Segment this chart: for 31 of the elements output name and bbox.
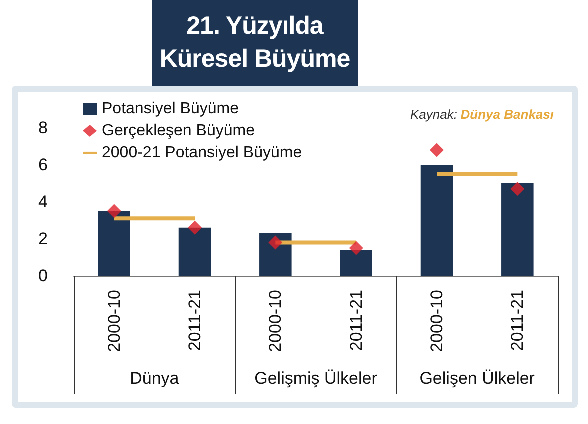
bar	[98, 211, 130, 276]
x-tick-label: 2011-21	[508, 290, 528, 352]
x-tick-label: 2000-10	[428, 290, 446, 352]
x-tick-label: 2011-21	[346, 290, 366, 352]
point	[510, 182, 525, 196]
point	[268, 236, 283, 250]
bar	[178, 228, 212, 276]
y-tick-label: 2	[38, 230, 48, 248]
bar	[420, 165, 454, 276]
legend-label: 2000-21 Potansiyel Büyüme	[102, 144, 302, 162]
point	[349, 241, 364, 256]
point	[430, 143, 444, 158]
y-tick-label: 4	[38, 192, 48, 212]
text: Gelişmiş Ülkeler	[254, 369, 378, 388]
bar	[502, 184, 534, 276]
text: Dünya	[130, 369, 180, 388]
point	[188, 220, 202, 235]
text: Gelişen Ülkeler	[420, 369, 536, 388]
bar	[260, 233, 292, 276]
text: Kaynak: Dünya Bankası	[410, 107, 554, 122]
point	[107, 204, 122, 218]
x-tick-label: 2000-10	[266, 290, 286, 352]
y-tick-label: 6	[38, 156, 48, 174]
chart-title: 21. Yüzyılda Küresel Büyüme	[152, 0, 358, 86]
legend-label: Potansiyel Büyüme	[102, 100, 240, 118]
x-tick-label: 2000-10	[104, 290, 124, 352]
y-tick-label: 0	[38, 266, 48, 286]
x-tick-label: 2011-21	[186, 290, 204, 352]
y-tick-label: 8	[38, 118, 48, 138]
legend-label: Gerçekleşen Büyüme	[102, 122, 256, 140]
bar	[340, 250, 372, 276]
